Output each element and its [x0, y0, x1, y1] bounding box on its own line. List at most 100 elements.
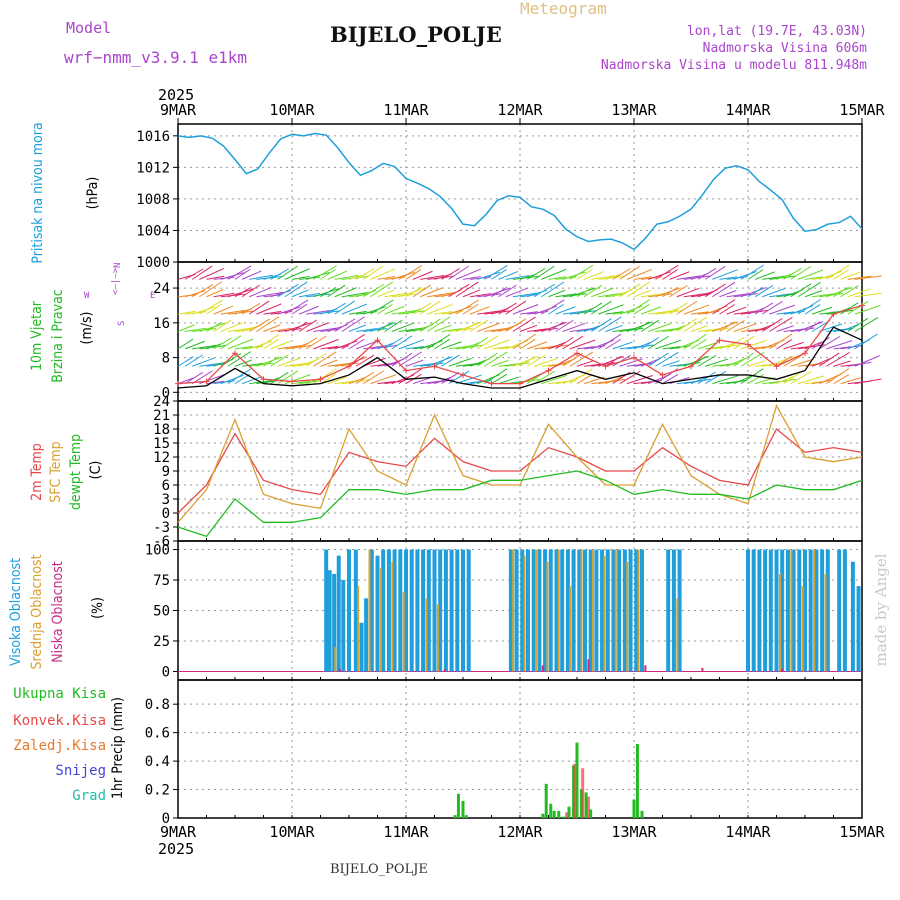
wind-arrow: [519, 324, 538, 332]
cloud-high-bar: [571, 549, 576, 672]
wind-arrow: [626, 375, 653, 385]
y-tick-label: 0: [162, 664, 170, 680]
y-tick-label: 0.4: [145, 754, 170, 770]
cloud-mid-bar: [391, 561, 394, 672]
wind-arrow: [284, 281, 308, 298]
wind-arrow: [826, 264, 850, 280]
wind-arrow: [548, 381, 567, 385]
wind-gust-marker: [346, 363, 352, 370]
wind-arrow: [462, 321, 479, 332]
wind-arrow: [277, 345, 302, 350]
wind-arrow: [740, 351, 765, 367]
wind-arrow: [647, 335, 669, 350]
wind-arrow: [476, 335, 498, 350]
wind-arrow: [484, 368, 508, 385]
wind-arrow: [790, 283, 812, 298]
label-pressure-unit: (hPa): [85, 177, 101, 210]
wind-arrow: [370, 374, 397, 385]
wind-arrow: [355, 371, 375, 385]
wind-arrow: [512, 316, 536, 332]
wind-arrow: [441, 354, 460, 367]
wind-arrow: [355, 341, 376, 350]
wind-arrow: [206, 289, 224, 298]
wind-arrow: [242, 362, 263, 367]
wind-arrow: [733, 271, 757, 280]
wind-arrow: [234, 345, 253, 350]
wind-gust-marker: [631, 354, 637, 361]
wind-arrow: [683, 333, 707, 350]
cloud-mid-bar: [569, 586, 572, 672]
wind-arrow: [199, 322, 226, 332]
cloud-mid-bar: [790, 549, 793, 672]
y-tick-label: 100: [145, 543, 170, 559]
wind-arrow: [491, 346, 510, 350]
wind-arrow: [313, 288, 340, 298]
precip-total-bar: [584, 792, 588, 818]
wind-gust-marker: [574, 350, 580, 357]
cloud-high-bar: [514, 549, 519, 672]
wind-arrow: [199, 299, 223, 315]
cloud-bars: [178, 549, 862, 672]
wind-gust-marker: [602, 363, 609, 370]
wind-arrow: [284, 299, 309, 315]
wind-arrow: [747, 360, 766, 367]
label-temp-sfc: SFC Temp: [48, 441, 64, 502]
panel-frame: [177, 123, 863, 263]
wind-arrow: [377, 321, 394, 332]
cloud-high-bar: [825, 549, 830, 672]
wind-arrow: [697, 341, 719, 350]
wind-arrow: [362, 265, 384, 280]
wind-arrow: [754, 285, 774, 298]
precip-conv-bar: [565, 812, 569, 818]
wind-arrow: [541, 281, 565, 298]
wind-arrow: [519, 311, 538, 315]
wind-gust-marker: [545, 367, 552, 374]
wind-arrow: [206, 275, 225, 280]
wind-arrow: [826, 286, 852, 298]
cloud-high-bar: [837, 549, 842, 672]
cloud-mid-bar: [436, 604, 439, 672]
wind-arrow: [555, 306, 576, 315]
wind-arrow: [797, 281, 821, 298]
wind-arrow: [234, 268, 251, 280]
wind-arrow: [199, 281, 223, 298]
wind-arrow: [277, 265, 298, 280]
precip-legend-item: Konvek.Kisa: [13, 713, 106, 729]
cloud-high-bar: [398, 549, 403, 672]
cloud-mid-bar: [591, 549, 594, 672]
wind-arrow: [555, 293, 577, 298]
wind-arrow: [184, 290, 206, 298]
wind-arrow: [434, 311, 453, 315]
wind-arrow: [469, 319, 489, 332]
wind-arrow: [854, 304, 881, 315]
wind-gust-marker: [431, 363, 438, 370]
cloud-high-bar: [404, 549, 408, 672]
wind-arrow: [633, 289, 651, 298]
label-wind-unit: (m/s): [79, 312, 95, 345]
wind-arrow: [220, 309, 245, 315]
wind-arrow: [291, 289, 309, 298]
x-tick-label-bottom: 12MAR: [497, 823, 543, 841]
wind-arrow: [526, 354, 546, 367]
wind-arrow: [527, 328, 549, 332]
y-tick-label: 50: [153, 604, 170, 620]
wind-arrow: [370, 322, 397, 332]
precip-legend-item: Ukupna Kisa: [13, 686, 106, 702]
precip-total-bar: [549, 803, 553, 818]
wind-arrow: [370, 281, 394, 298]
wind-arrow: [576, 360, 595, 367]
precip-legend-item: Snijeg: [55, 763, 106, 779]
wind-arrow: [505, 275, 530, 280]
y-tick-label: -6: [153, 534, 170, 550]
wind-arrow: [484, 351, 508, 367]
x-tick-label-top: 9MAR: [160, 101, 197, 119]
cloud-high-bar: [582, 549, 587, 672]
wind-arrow: [448, 357, 472, 367]
y-tick-label: 1008: [136, 192, 170, 208]
wind-arrow: [626, 268, 653, 280]
cloud-high-bar: [327, 570, 332, 672]
wind-arrow: [377, 342, 395, 350]
wind-arrow: [313, 338, 339, 350]
wind-arrow: [719, 341, 737, 350]
wind-arrow: [320, 359, 338, 367]
